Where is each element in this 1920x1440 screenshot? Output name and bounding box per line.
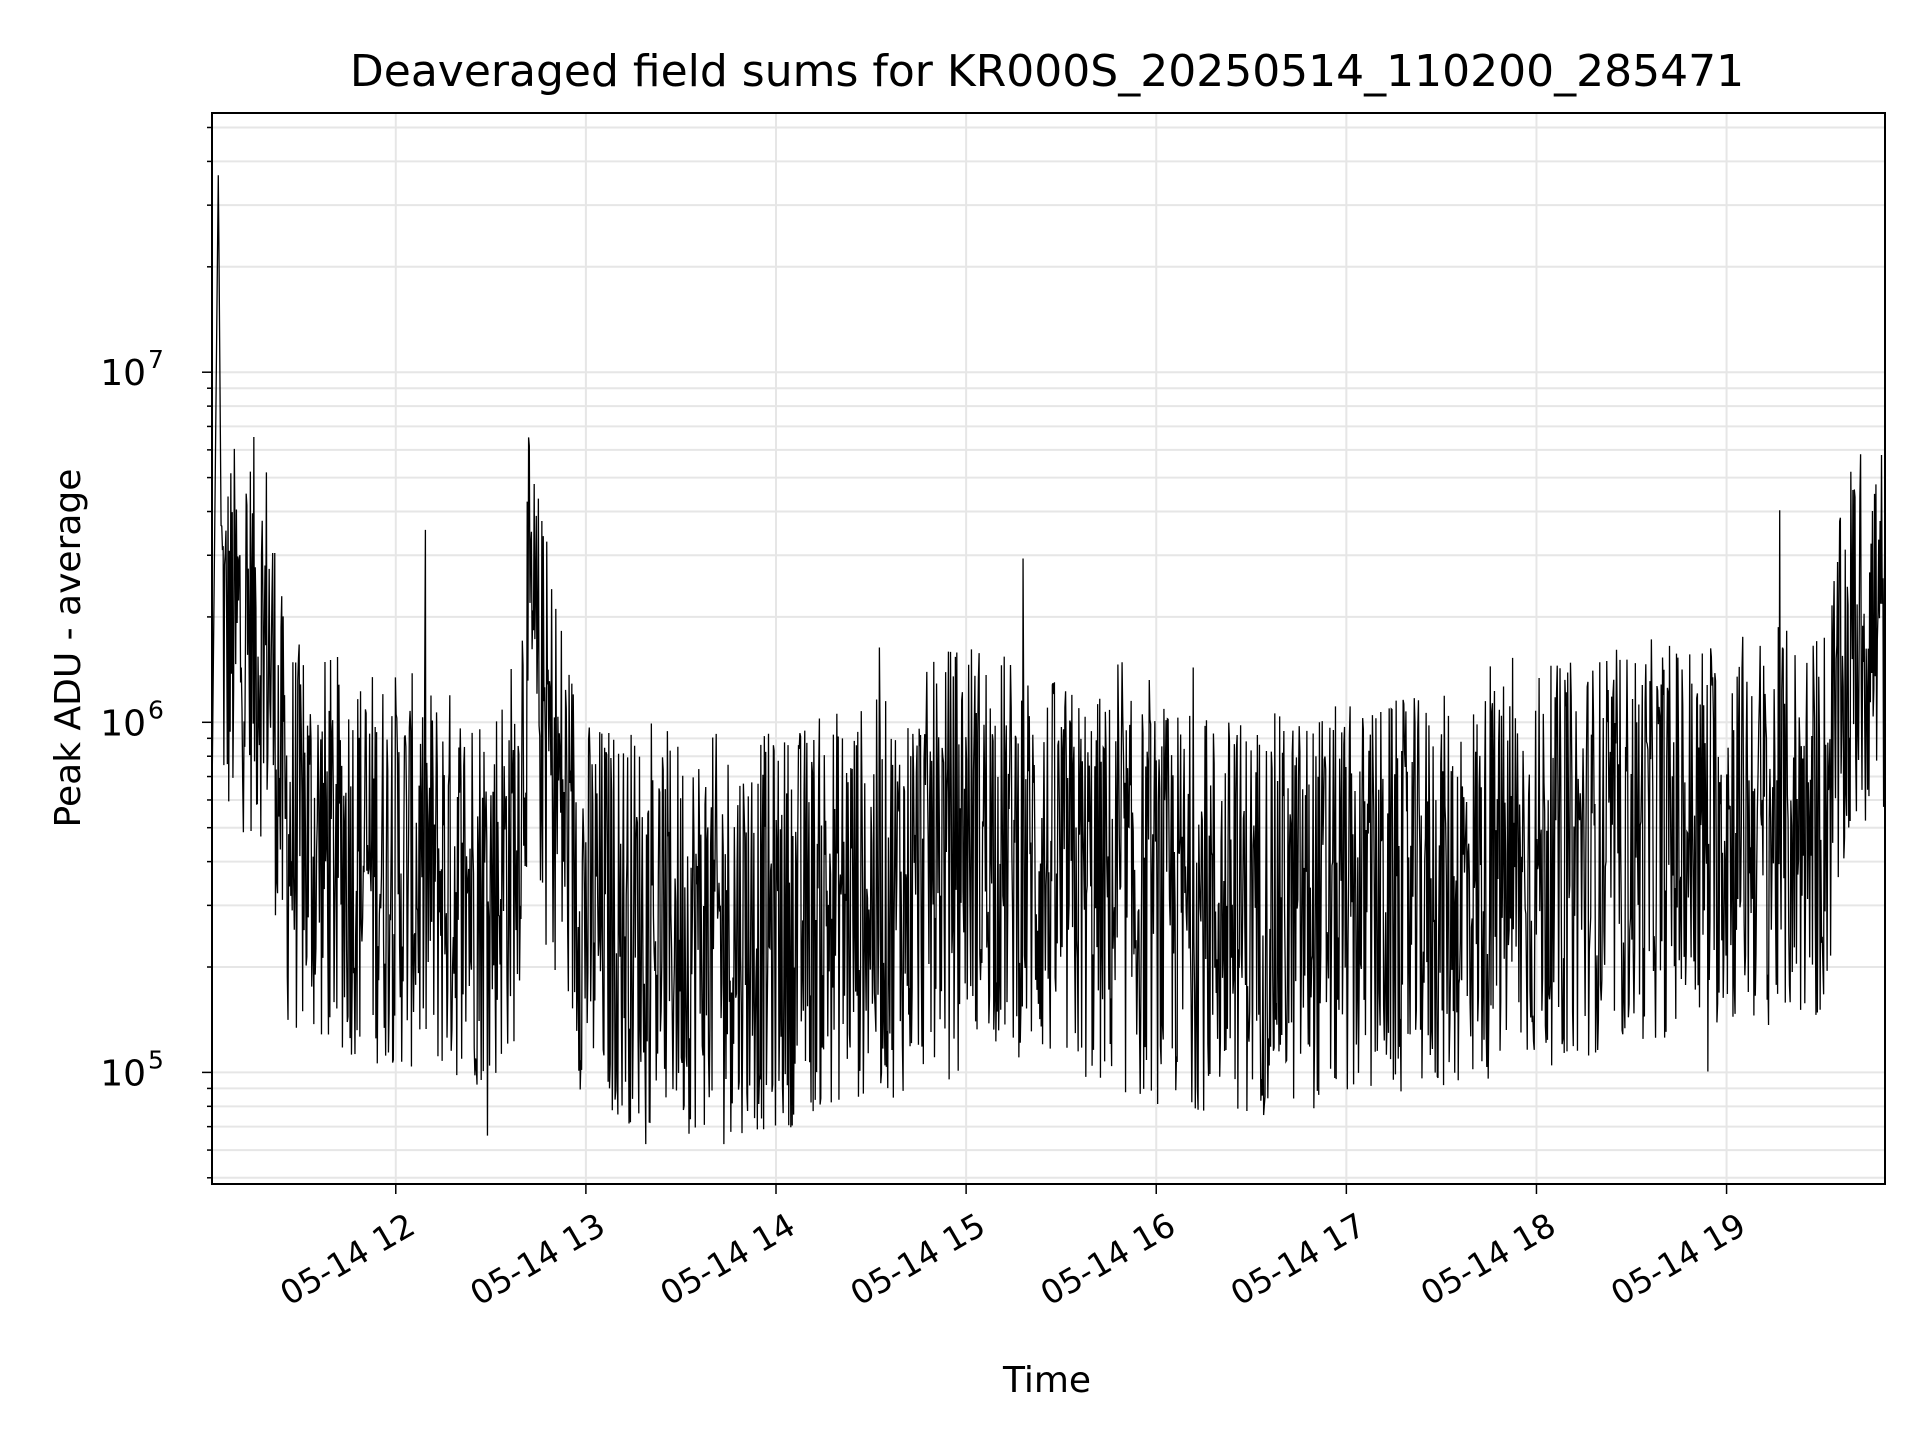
x-axis-label: Time [1002, 1360, 1091, 1401]
series-line [212, 175, 1885, 1145]
chart-title: Deaveraged field sums for KR000S_2025051… [350, 46, 1744, 97]
plot-frame [211, 112, 1886, 1185]
y-axis-label: Peak ADU - average [48, 469, 89, 828]
series-layer [212, 175, 1885, 1145]
y-tick-label: 10 [100, 353, 146, 394]
plot-area [211, 112, 1886, 1185]
y-tick-label: 10 [100, 703, 146, 744]
y-tick-exponent: 7 [148, 345, 164, 374]
y-tick-exponent: 5 [148, 1045, 164, 1074]
y-tick-exponent: 6 [148, 695, 164, 724]
y-tick-label: 10 [100, 1053, 146, 1094]
